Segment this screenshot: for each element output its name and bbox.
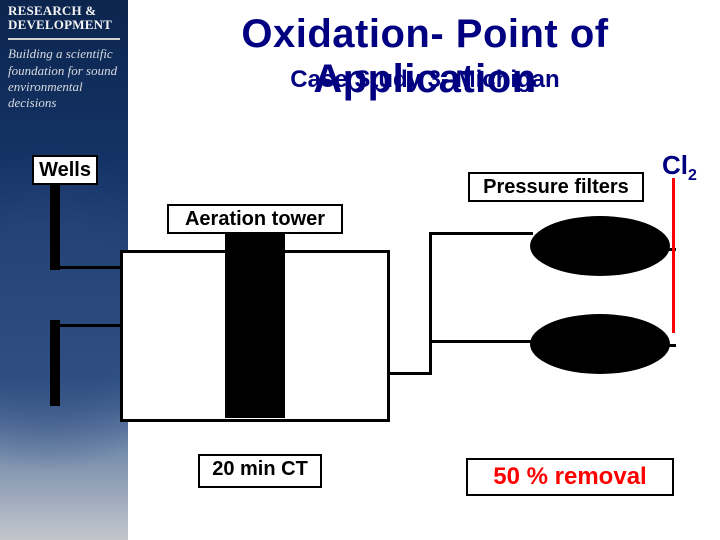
label-cl2-sub: 2 — [688, 167, 697, 184]
pipe-to-filter1 — [429, 232, 533, 235]
pipe-after-filter1 — [598, 248, 676, 251]
label-pressure-filters: Pressure filters — [468, 172, 644, 202]
label-wells: Wells — [32, 155, 98, 185]
label-cl2-prefix: Cl — [662, 150, 688, 180]
aeration-tower-bar — [225, 232, 285, 418]
sidebar: RESEARCH & DEVELOPMENT Building a scient… — [0, 0, 128, 540]
pipe-basin-out-v — [429, 232, 432, 375]
sidebar-divider — [8, 38, 120, 40]
label-cl2: Cl2 — [662, 150, 697, 185]
pipe-well1-to-basin — [50, 266, 124, 269]
slide-subtitle: Case Study 3- Michigan — [130, 66, 720, 94]
well-bar-2 — [50, 320, 60, 406]
pipe-basin-out-h — [388, 372, 432, 375]
sidebar-brand-line1: RESEARCH & — [8, 4, 120, 18]
slide-canvas: RESEARCH & DEVELOPMENT Building a scient… — [0, 0, 720, 540]
well-bar-1 — [50, 184, 60, 270]
label-20-min-ct: 20 min CT — [198, 454, 322, 488]
pressure-filter-1 — [530, 216, 670, 276]
sidebar-brand: RESEARCH & DEVELOPMENT — [0, 0, 128, 34]
pipe-well2-to-basin — [50, 324, 124, 327]
pipe-to-filter2 — [429, 340, 533, 343]
cl2-injection-line — [672, 178, 675, 333]
label-removal: 50 % removal — [466, 458, 674, 496]
sidebar-tagline: Building a scientific foundation for sou… — [0, 46, 128, 111]
label-aeration-tower: Aeration tower — [167, 204, 343, 234]
pipe-after-filter2 — [598, 344, 676, 347]
sidebar-brand-line2: DEVELOPMENT — [8, 18, 120, 32]
